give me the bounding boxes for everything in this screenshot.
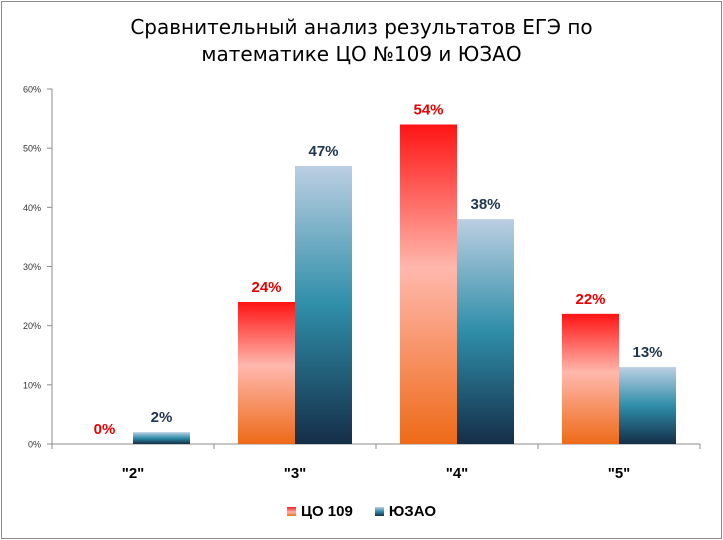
y-tick-label: 40%	[23, 203, 41, 213]
legend-item-series-2: ЮЗАО	[374, 503, 436, 520]
bar-series-1	[400, 124, 457, 444]
data-label-series-2: 2%	[151, 409, 173, 426]
legend-label-series-2: ЮЗАО	[388, 503, 436, 520]
x-category-label: "4"	[446, 465, 469, 482]
chart-title: Сравнительный анализ результатов ЕГЭ по …	[0, 14, 723, 68]
bar-series-2	[133, 432, 190, 444]
y-tick-label: 0%	[28, 440, 41, 450]
data-label-series-1: 24%	[251, 279, 281, 296]
y-tick-label: 20%	[23, 321, 41, 331]
y-tick-label: 60%	[23, 85, 41, 95]
data-label-series-1: 22%	[575, 291, 605, 308]
chart-title-line-2: математике ЦО №109 и ЮЗАО	[201, 42, 522, 66]
bar-series-2	[619, 367, 676, 444]
bar-series-1	[562, 313, 619, 444]
data-label-series-2: 38%	[470, 196, 500, 213]
legend-label-series-1: ЦО 109	[301, 503, 353, 520]
legend-swatch-series-1	[287, 507, 296, 516]
data-label-series-2: 13%	[632, 344, 662, 361]
y-tick-label: 10%	[23, 380, 41, 390]
data-label-series-2: 47%	[308, 143, 338, 160]
chart-legend: ЦО 109 ЮЗАО	[0, 503, 723, 520]
x-category-label: "3"	[284, 465, 307, 482]
bar-series-2	[295, 165, 352, 444]
y-tick-label: 50%	[23, 144, 41, 154]
x-category-label: "5"	[608, 465, 631, 482]
legend-swatch-series-2	[374, 507, 384, 516]
data-label-series-1: 0%	[94, 421, 116, 438]
bar-series-2	[457, 219, 514, 444]
data-label-series-1: 54%	[413, 102, 443, 119]
chart-title-line-1: Сравнительный анализ результатов ЕГЭ по	[130, 15, 593, 39]
x-category-label: "2"	[122, 465, 145, 482]
y-tick-label: 30%	[23, 262, 41, 272]
bar-series-1	[238, 302, 295, 444]
legend-item-series-1: ЦО 109	[287, 503, 353, 520]
